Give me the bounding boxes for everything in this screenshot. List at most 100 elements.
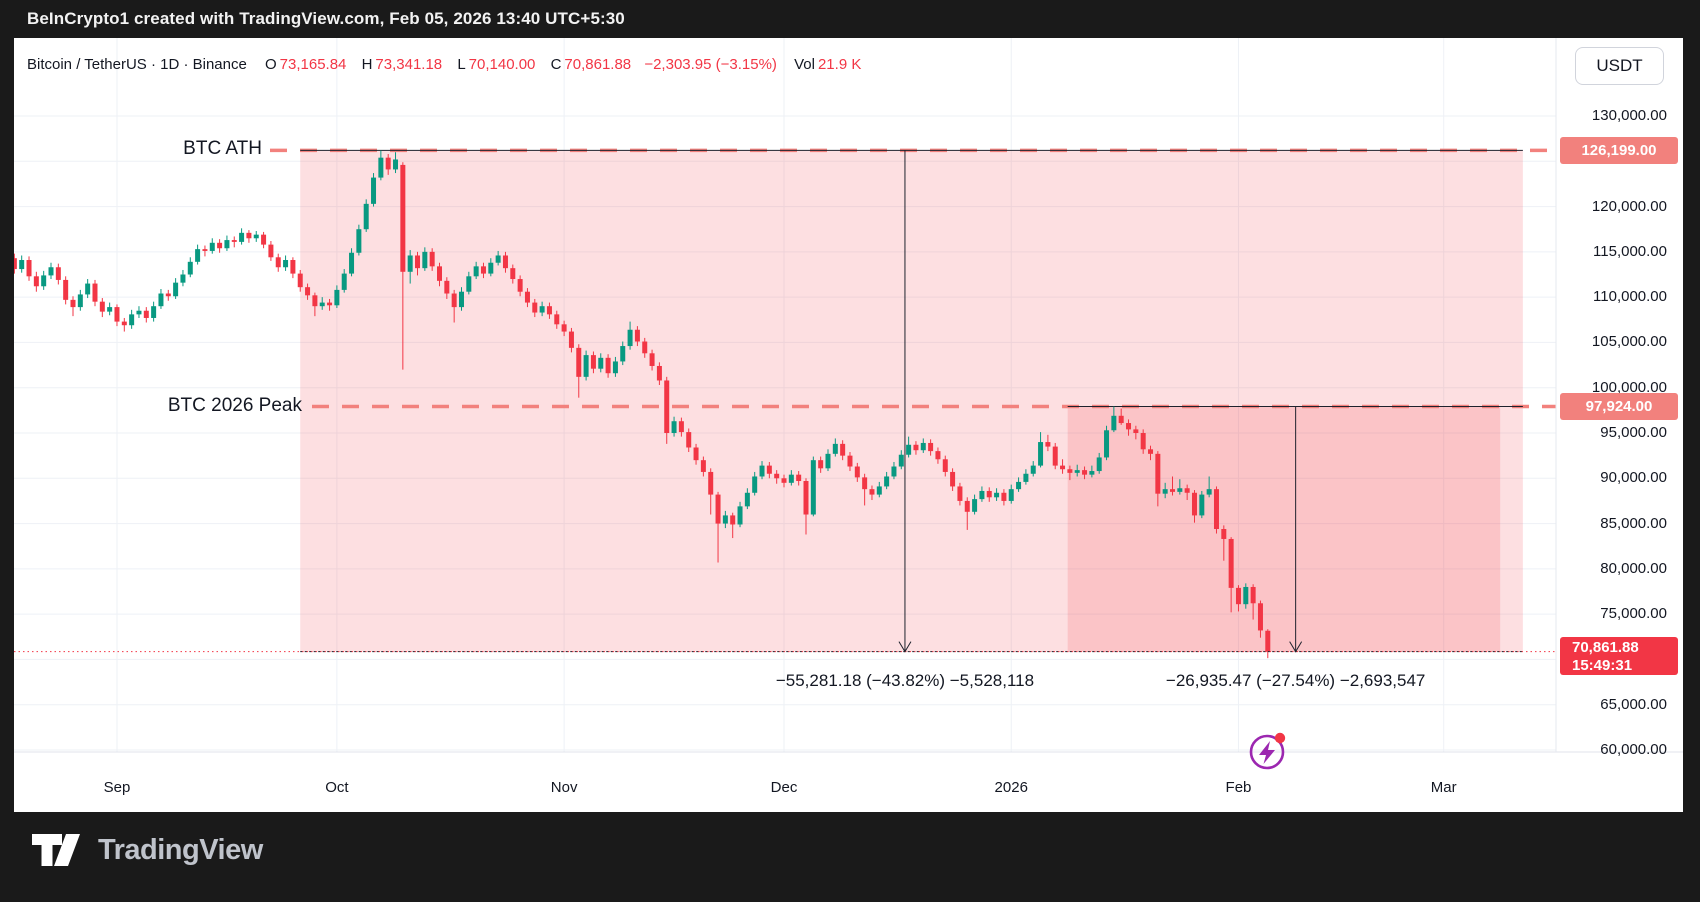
candle-body (129, 314, 135, 326)
candle-body (605, 357, 611, 374)
candle-body (488, 262, 494, 274)
candle-body (583, 355, 589, 377)
candle-body (1104, 430, 1110, 458)
price-scale-label[interactable]: 65,000.00 (1600, 695, 1667, 713)
symbol-title[interactable]: Bitcoin / TetherUS · 1D · Binance (27, 56, 247, 73)
candle-body (906, 444, 912, 455)
candle-body (862, 477, 868, 490)
measurement-text-peak-drop: −26,935.47 (−27.54%) −2,693,547 (1165, 671, 1426, 690)
candle-body (180, 274, 186, 283)
bolt-notification-icon[interactable] (1246, 728, 1290, 774)
candle-body (517, 279, 523, 292)
candle-body (55, 267, 61, 280)
candle-body (1118, 415, 1124, 424)
candle-body (891, 466, 897, 477)
open-label: O (265, 56, 277, 73)
time-scale-label[interactable]: Oct (325, 779, 349, 796)
candle-body (840, 443, 846, 456)
candle-body (1096, 457, 1102, 472)
candle-body (363, 203, 369, 230)
price-scale-label[interactable]: 130,000.00 (1591, 107, 1667, 124)
candle-body (730, 515, 736, 525)
candle-body (400, 164, 406, 272)
candle-body (986, 490, 992, 498)
candle-body (297, 273, 303, 288)
candle-body (649, 353, 655, 366)
price-scale-label[interactable]: 80,000.00 (1600, 559, 1667, 577)
candle-body (1199, 494, 1205, 516)
candle-body (1082, 470, 1088, 475)
time-scale-label[interactable]: Sep (103, 779, 131, 796)
price-scale-label[interactable]: 110,000.00 (1593, 288, 1667, 306)
price-scale-label[interactable]: 95,000.00 (1600, 424, 1667, 441)
candle-body (502, 255, 508, 269)
price-scale-label[interactable]: 85,000.00 (1600, 514, 1667, 532)
candle-body (1052, 446, 1058, 466)
candle-body (568, 331, 574, 348)
candle-body (700, 460, 706, 472)
candle-body (480, 266, 486, 274)
candle-body (77, 294, 83, 308)
notification-dot (1274, 732, 1286, 744)
candle-body (451, 293, 457, 308)
candle-body (422, 251, 428, 269)
price-scale-label[interactable]: 115,000.00 (1593, 242, 1667, 260)
chart-panel (14, 38, 1683, 812)
price-scale-label[interactable]: 120,000.00 (1591, 197, 1667, 215)
price-scale-label[interactable]: 90,000.00 (1600, 469, 1667, 487)
ath-line-label[interactable]: BTC ATH (183, 138, 262, 160)
price-scale-label[interactable]: 100,000.00 (1591, 378, 1667, 396)
tradingview-mark-icon (32, 834, 80, 866)
candle-body (202, 249, 208, 251)
last-price-tag: 70,861.88 15:49:31 (1560, 636, 1678, 675)
candle-body (290, 260, 296, 274)
symbol-header[interactable]: Bitcoin / TetherUS · 1D · Binance O 73,16… (27, 56, 864, 73)
candle-body (715, 494, 721, 524)
candle-body (1148, 449, 1154, 454)
candle-body (187, 261, 193, 275)
currency-toggle-button[interactable]: USDT (1575, 47, 1664, 85)
candle-body (1074, 470, 1080, 473)
candle-body (1257, 603, 1263, 631)
candle-body (26, 260, 32, 277)
price-scale-label[interactable]: 60,000.00 (1600, 741, 1667, 758)
candle-body (796, 474, 802, 482)
candle-body (744, 492, 750, 507)
candle-body (752, 476, 758, 493)
peak-price-tag: 97,924.00 (1560, 393, 1678, 421)
tradingview-logo[interactable]: TradingView (30, 830, 263, 870)
time-scale-label[interactable]: Nov (550, 779, 578, 796)
candle-body (576, 347, 582, 377)
candle-body (173, 282, 179, 297)
price-scale-label[interactable]: 75,000.00 (1600, 605, 1667, 623)
measurement-text-ath-drop: −55,281.18 (−43.82%) −5,528,118 (775, 671, 1035, 690)
candle-body (1089, 471, 1095, 475)
candle-body (143, 310, 149, 318)
price-scale-label[interactable]: 105,000.00 (1591, 333, 1667, 351)
candle-body (913, 444, 919, 451)
candle-body (246, 232, 252, 239)
time-scale-label[interactable]: Mar (1430, 779, 1457, 796)
candle-body (99, 301, 105, 312)
candle-body (972, 499, 978, 512)
time-scale-label[interactable]: Feb (1225, 779, 1252, 796)
candle-body (1045, 442, 1051, 447)
candle-body (1184, 488, 1190, 493)
candle-body (561, 324, 567, 332)
change-value: −2,303.95 (−3.15%) (644, 56, 777, 73)
candle-body (349, 252, 355, 274)
candle-body (1155, 453, 1161, 494)
candle-body (107, 307, 113, 312)
candle-body (341, 273, 347, 290)
candle-body (598, 357, 604, 369)
price-chart-canvas[interactable] (14, 38, 1683, 812)
candle-body (1001, 492, 1007, 501)
time-scale-label[interactable]: 2026 (994, 779, 1028, 796)
candle-body (415, 255, 421, 269)
candle-body (1111, 415, 1117, 431)
candle-body (1133, 429, 1139, 433)
candle-body (803, 481, 809, 515)
peak-2026-line-label[interactable]: BTC 2026 Peak (167, 394, 302, 416)
candle-body (612, 361, 618, 374)
time-scale-label[interactable]: Dec (770, 779, 798, 796)
